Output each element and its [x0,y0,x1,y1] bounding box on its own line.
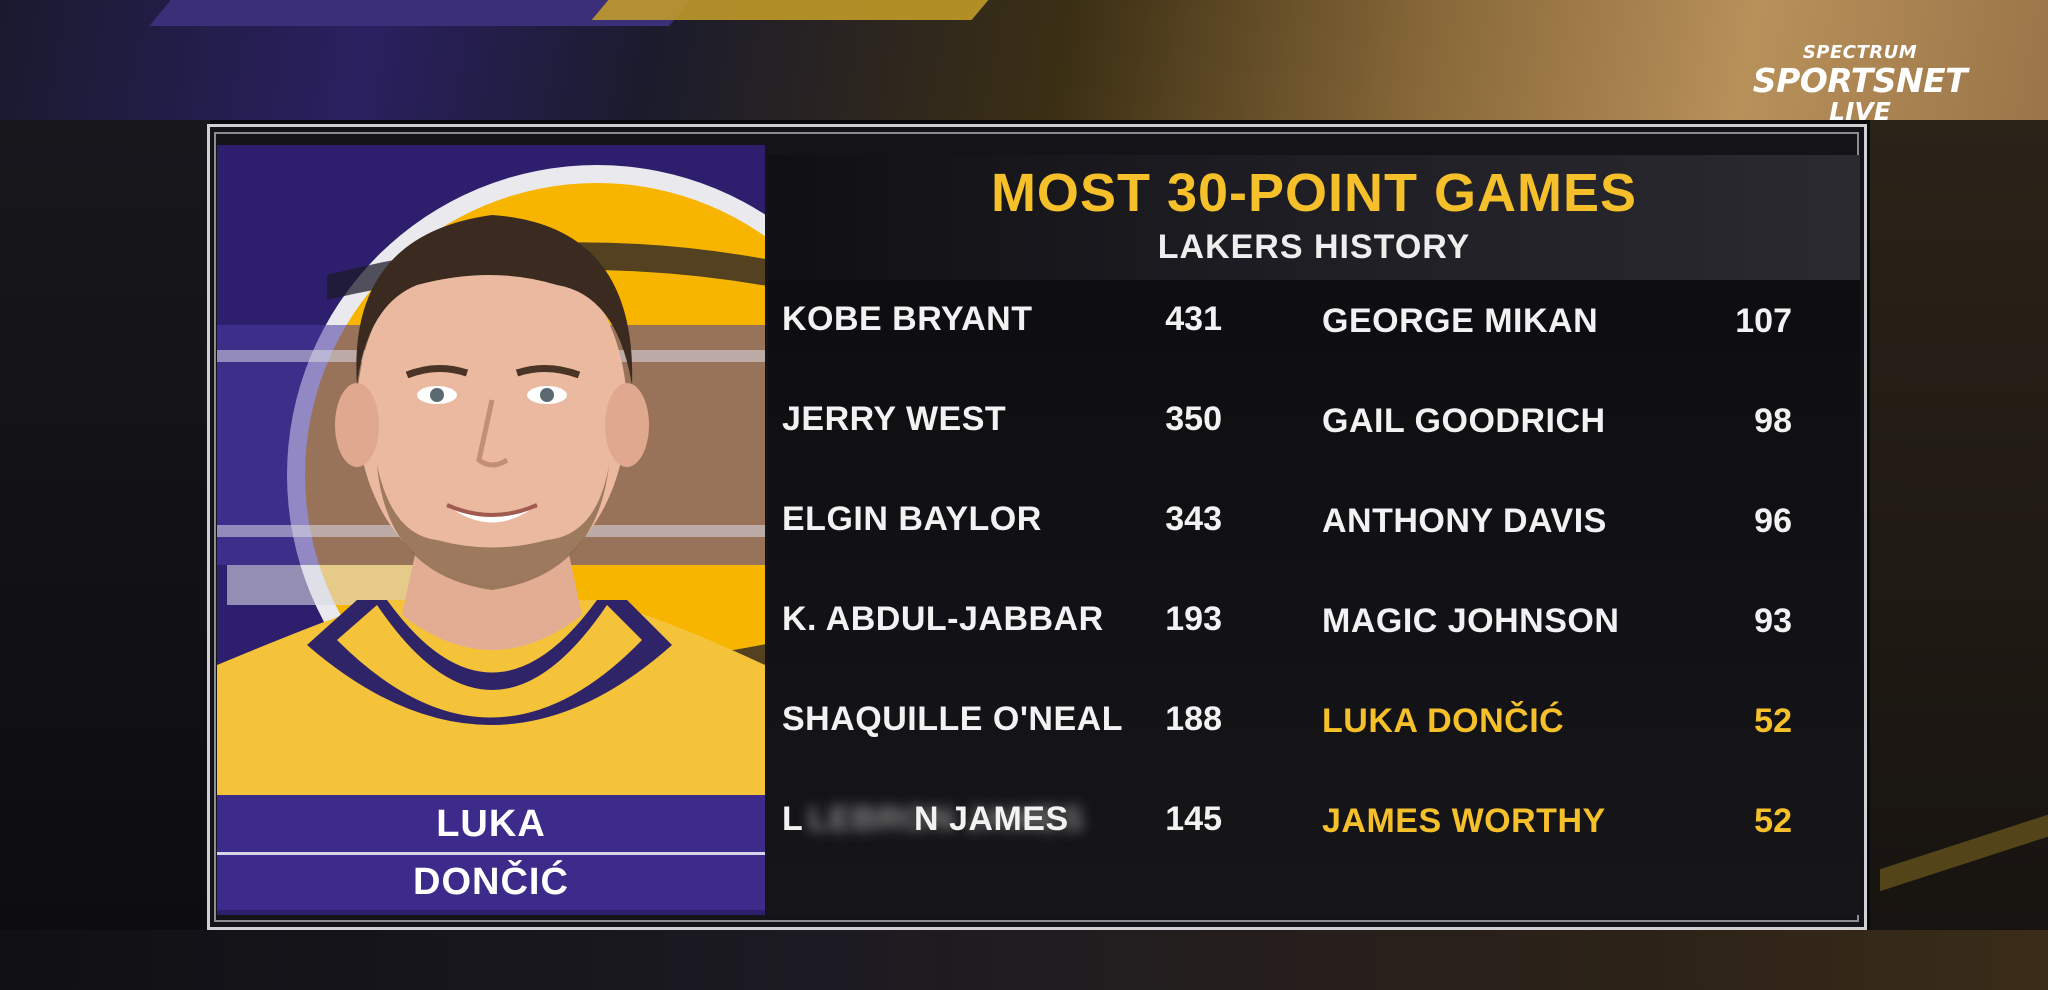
logo-line-1: SPECTRUM [1802,42,1918,63]
player-name-plate: LUKA DONČIĆ [217,795,765,910]
player-panel: LUKA DONČIĆ [217,145,765,915]
background-stripe-gold [591,0,989,20]
stat-value: 343 [1165,500,1222,538]
player-first-name: LUKA [436,803,546,845]
name-plate-divider [217,852,765,855]
stat-value: 98 [1754,402,1792,440]
background-bottom [0,930,2048,990]
stats-panel [768,155,1860,915]
network-logo: SPECTRUM SPORTSNET LIVE [1740,42,1980,126]
player-name: GEORGE MIKAN [1322,302,1599,340]
player-headshot [217,215,765,795]
stat-value: 52 [1754,802,1792,840]
player-name: K. ABDUL-JABBAR [782,600,1104,638]
player-name-initial: L [782,800,804,838]
graphic-subtitle: LAKERS HISTORY [1157,228,1471,266]
player-name-visible: N JAMES [914,800,1069,838]
stat-value: 93 [1754,602,1792,640]
player-name: SHAQUILLE O'NEAL [782,700,1123,738]
player-name: JERRY WEST [782,400,1007,438]
title-banner [768,155,1860,280]
player-name: GAIL GOODRICH [1322,402,1606,440]
player-name: JAMES WORTHY [1322,802,1606,840]
player-name: ANTHONY DAVIS [1322,502,1607,540]
stat-value: 350 [1165,400,1222,438]
graphic-title: MOST 30-POINT GAMES [990,163,1638,223]
stat-value: 188 [1165,700,1222,738]
background-left [0,120,210,930]
player-last-name: DONČIĆ [413,861,569,903]
player-name: LUKA DONČIĆ [1322,702,1565,740]
logo-line-3: LIVE [1829,97,1891,126]
background-right [1870,120,2048,930]
stat-value: 107 [1735,302,1792,340]
stat-value: 193 [1165,600,1222,638]
player-name: KOBE BRYANT [782,300,1033,338]
player-name-blurred: LEBRON JAMES [808,800,1085,838]
stat-value: 52 [1754,702,1792,740]
stat-value: 145 [1165,800,1222,838]
stat-value: 431 [1165,300,1222,338]
player-name: ELGIN BAYLOR [782,500,1042,538]
logo-line-2: SPORTSNET [1752,61,1968,100]
stat-value: 96 [1754,502,1792,540]
player-name: MAGIC JOHNSON [1322,602,1620,640]
